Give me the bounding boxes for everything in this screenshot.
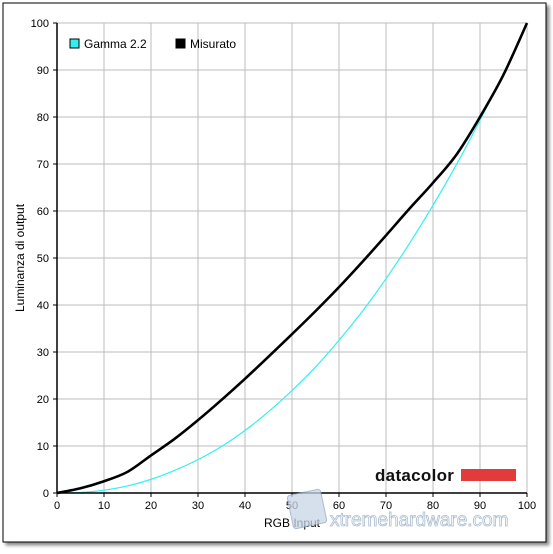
datacolor-logo: datacolor — [375, 466, 516, 485]
legend-label-misurato: Misurato — [190, 37, 236, 51]
watermark-cube — [286, 488, 328, 530]
x-tick-label: 100 — [518, 500, 536, 512]
grid-lines — [53, 22, 528, 497]
y-tick-label: 60 — [37, 206, 49, 218]
y-tick-label: 70 — [37, 159, 49, 171]
y-tick-label: 80 — [37, 112, 49, 124]
y-tick-label: 40 — [37, 300, 49, 312]
xtremehardware-watermark: xtremehardware.com — [286, 488, 509, 531]
y-tick-label: 50 — [37, 253, 49, 265]
x-tick-label: 30 — [192, 500, 204, 512]
legend-swatch-misurato — [175, 38, 186, 49]
y-tick-label: 100 — [31, 18, 49, 30]
x-tick-label: 60 — [333, 500, 345, 512]
legend-label-gamma: Gamma 2.2 — [84, 37, 147, 51]
y-axis-label: Luminanza di output — [13, 203, 27, 312]
y-tick-label: 10 — [37, 441, 49, 453]
y-tick-label: 0 — [43, 488, 49, 500]
x-tick-label: 70 — [380, 500, 392, 512]
datacolor-logo-text: datacolor — [375, 466, 454, 485]
series-line-misurato — [56, 22, 529, 495]
watermark-text: xtremehardware.com — [330, 510, 508, 531]
y-tick-label: 30 — [37, 347, 49, 359]
x-tick-label: 0 — [54, 500, 60, 512]
x-tick-label: 20 — [145, 500, 157, 512]
x-tick-label: 10 — [98, 500, 110, 512]
series-lines — [56, 22, 529, 495]
y-tick-label: 20 — [37, 394, 49, 406]
legend-swatch-gamma — [69, 38, 80, 49]
x-tick-label: 40 — [239, 500, 251, 512]
x-tick-label: 80 — [427, 500, 439, 512]
y-tick-labels: 0 10 20 30 40 50 60 70 80 90 100 — [31, 18, 49, 500]
y-tick-label: 90 — [37, 65, 49, 77]
series-line-gamma-2-2 — [56, 22, 528, 494]
x-tick-label: 90 — [474, 500, 486, 512]
legend: Gamma 2.2 Misurato — [69, 37, 236, 51]
datacolor-logo-bar — [461, 469, 516, 481]
